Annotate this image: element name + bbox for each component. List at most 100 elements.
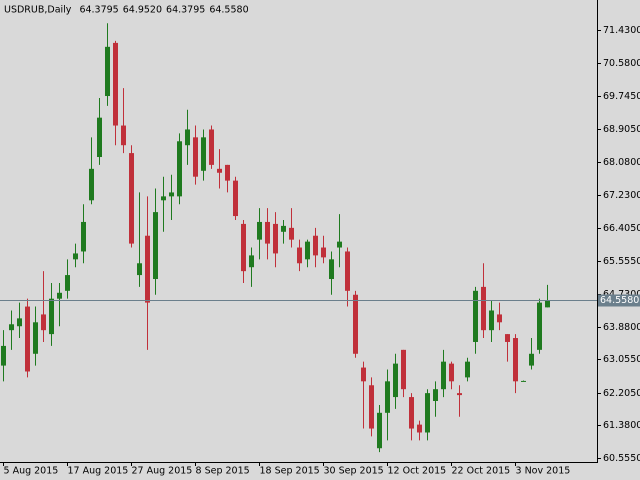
- y-tick-label: 71.4300: [603, 25, 640, 36]
- y-tick-label: 63.0550: [603, 354, 640, 365]
- x-tick-label: 27 Aug 2015: [132, 466, 193, 477]
- candle-body: [121, 125, 126, 146]
- candle-body: [417, 424, 422, 433]
- x-tick-label: 12 Oct 2015: [388, 466, 447, 477]
- candle-body: [489, 310, 494, 331]
- candle-body: [241, 223, 246, 272]
- y-tick-label: 60.5550: [603, 453, 640, 464]
- candle-body: [185, 129, 190, 146]
- candle-body: [89, 168, 94, 201]
- candle-body: [409, 397, 414, 429]
- title-value: 64.9520: [123, 5, 162, 16]
- candle-body: [17, 318, 22, 327]
- candle-body: [65, 275, 70, 291]
- candle-body: [57, 292, 62, 299]
- y-tick-label: 65.5550: [603, 256, 640, 267]
- candle-body: [289, 227, 294, 240]
- candle-body: [153, 212, 158, 280]
- candle-body: [457, 393, 462, 396]
- x-tick-label: 22 Oct 2015: [452, 466, 511, 477]
- candle-body: [249, 255, 254, 268]
- y-tick-label: 70.5800: [603, 58, 640, 69]
- y-tick-label: 68.9050: [603, 124, 640, 135]
- candle-body: [473, 290, 478, 342]
- y-tick-label: 63.8800: [603, 322, 640, 333]
- candle-body: [1, 345, 6, 366]
- candle-body: [233, 180, 238, 217]
- candle-body: [217, 168, 222, 173]
- title-value: 64.3795: [166, 5, 205, 16]
- candle-body: [401, 349, 406, 390]
- candle-body: [113, 42, 118, 126]
- candle-body: [281, 225, 286, 232]
- candle-body: [97, 117, 102, 158]
- candle-body: [193, 137, 198, 177]
- candle-body: [529, 353, 534, 366]
- candle-body: [273, 223, 278, 254]
- candle-body: [25, 306, 30, 372]
- y-tick-label: 66.4050: [603, 223, 640, 234]
- candle-body: [337, 241, 342, 248]
- candle-body: [345, 251, 350, 291]
- x-tick-label: 3 Nov 2015: [516, 466, 571, 477]
- candle-body: [393, 363, 398, 398]
- candle-body: [177, 141, 182, 197]
- current-price-label: 64.5580: [600, 295, 639, 306]
- candle-body: [361, 367, 366, 382]
- x-tick-label: 8 Sep 2015: [196, 466, 250, 477]
- candle-body: [449, 363, 454, 382]
- candle-body: [257, 221, 262, 240]
- candle-body: [313, 235, 318, 256]
- candle-body: [441, 361, 446, 390]
- candle-body: [145, 235, 150, 303]
- chart-title: USDRUB,Daily: [4, 5, 72, 16]
- candle-body: [105, 46, 110, 97]
- candle-body: [433, 389, 438, 402]
- chart-header: USDRUB,Daily: [4, 5, 72, 16]
- candle-body: [385, 381, 390, 413]
- candle-body: [329, 259, 334, 280]
- candle-body: [425, 393, 430, 433]
- candle-body: [161, 196, 166, 201]
- x-tick-label: 17 Aug 2015: [68, 466, 129, 477]
- candle-body: [521, 380, 526, 382]
- candle-body: [377, 412, 382, 449]
- candle-body: [321, 247, 326, 258]
- candle-body: [129, 153, 134, 244]
- candle-body: [481, 286, 486, 331]
- title-value: 64.3795: [79, 5, 118, 16]
- candle-body: [169, 192, 174, 197]
- candle-body: [41, 314, 46, 331]
- candle-body: [225, 164, 230, 181]
- y-tick-label: 67.2300: [603, 190, 640, 201]
- candle-body: [9, 324, 14, 331]
- candle-body: [49, 298, 54, 335]
- candle-body: [201, 137, 206, 171]
- candle-body: [81, 221, 86, 252]
- candle-body: [137, 263, 142, 276]
- candle-body: [497, 314, 502, 323]
- candle-body: [305, 241, 310, 260]
- candle-body: [33, 322, 38, 354]
- candle-body: [505, 334, 510, 342]
- candle-body: [265, 221, 270, 244]
- title-value: 64.5580: [209, 5, 248, 16]
- candle-body: [369, 385, 374, 429]
- candle-body: [537, 302, 542, 350]
- x-tick-label: 18 Sep 2015: [260, 466, 320, 477]
- y-tick-label: 62.2050: [603, 388, 640, 399]
- x-tick-label: 30 Sep 2015: [324, 466, 384, 477]
- candle-body: [513, 338, 518, 382]
- current-price-box: [598, 294, 640, 307]
- candle-body: [353, 294, 358, 354]
- candle-body: [545, 300, 550, 308]
- candle-body: [297, 247, 302, 264]
- candle-body: [465, 361, 470, 378]
- candle-body: [73, 253, 78, 260]
- y-tick-label: 69.7450: [603, 91, 640, 102]
- y-tick-label: 61.3800: [603, 420, 640, 431]
- y-tick-label: 68.0800: [603, 157, 640, 168]
- candle-body: [209, 129, 214, 165]
